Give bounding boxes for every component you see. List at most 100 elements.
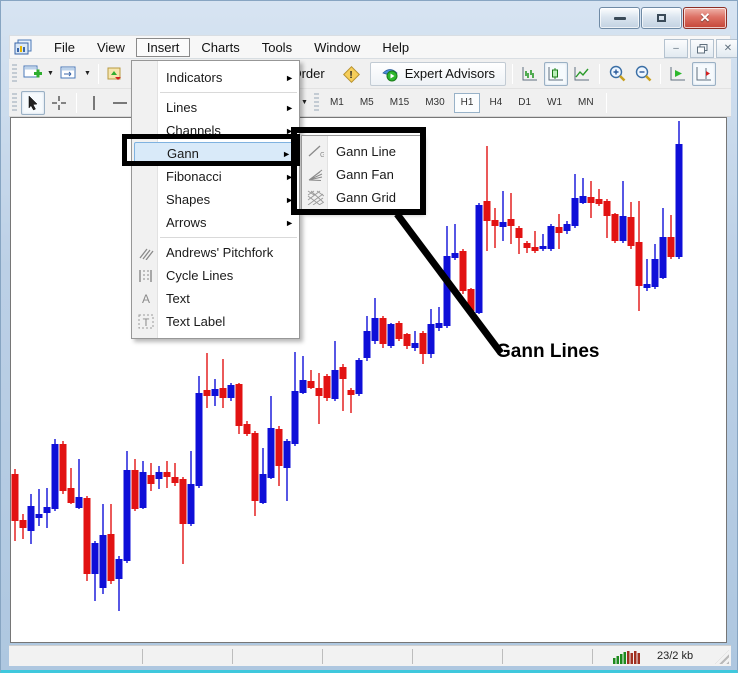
- insert-menu-item-fibonacci[interactable]: Fibonacci ►: [132, 165, 299, 188]
- candle-body: [587, 197, 595, 203]
- timeframe-w1-button[interactable]: W1: [547, 97, 563, 108]
- insert-menu-item-arrows[interactable]: Arrows ►: [132, 211, 299, 234]
- candle-body: [539, 246, 547, 249]
- symbols-icon: [107, 67, 121, 80]
- new-chart-button[interactable]: [21, 62, 45, 86]
- insert-menu-item-text-label[interactable]: T Text Label: [132, 310, 299, 333]
- status-divider: [412, 649, 413, 664]
- window-minimize-button[interactable]: [599, 7, 640, 29]
- menu-help[interactable]: Help: [382, 39, 410, 55]
- horizontal-line-tool-button[interactable]: [108, 91, 132, 115]
- candle-body: [315, 388, 323, 396]
- toolbar-grip[interactable]: [12, 92, 17, 113]
- menu-tools[interactable]: Tools: [261, 39, 293, 55]
- candle-body: [651, 259, 659, 287]
- bar-chart-button[interactable]: [518, 62, 542, 86]
- timeframe-mn-button[interactable]: MN: [578, 97, 594, 108]
- insert-menu-item-gann[interactable]: Gann ►: [134, 142, 297, 165]
- expert-advisors-icon: [382, 68, 398, 81]
- crosshair-tool-button[interactable]: [47, 91, 71, 115]
- candle-body: [27, 506, 35, 531]
- candle-body: [235, 384, 243, 426]
- candle-body: [219, 388, 227, 398]
- candle-body: [299, 380, 307, 393]
- menu-view[interactable]: View: [96, 39, 125, 55]
- zoom-in-button[interactable]: [605, 62, 629, 86]
- new-chart-dropdown[interactable]: ▼: [47, 70, 54, 77]
- toolbar-grip[interactable]: [12, 63, 17, 84]
- candle-body: [355, 360, 363, 394]
- window-close-button[interactable]: ✕: [683, 7, 727, 29]
- crosshair-icon: [52, 95, 66, 110]
- menu-item-label: Gann Fan: [336, 167, 394, 182]
- status-divider: [322, 649, 323, 664]
- alert-button[interactable]: !: [339, 62, 363, 86]
- chart-shift-button[interactable]: [692, 61, 717, 86]
- maximize-icon: [657, 14, 666, 22]
- gann-submenu-item-gann-fan[interactable]: Gann Fan: [302, 163, 421, 186]
- timeframe-h1-button[interactable]: H1: [453, 92, 481, 113]
- timeframe-h4-button[interactable]: H4: [489, 97, 503, 108]
- chart-restore-button[interactable]: [690, 39, 714, 58]
- insert-menu-item-text[interactable]: A Text: [132, 287, 299, 310]
- timeframe-m5-button[interactable]: M5: [359, 97, 374, 108]
- insert-menu-item-indicators[interactable]: Indicators ►: [132, 66, 299, 89]
- title-bar[interactable]: ✕: [1, 1, 737, 35]
- line-tools-dropdown[interactable]: ▼: [301, 99, 308, 106]
- zoom-out-button[interactable]: [631, 62, 655, 86]
- chart-minimize-button[interactable]: –: [664, 39, 688, 58]
- restore-icon: [696, 43, 707, 53]
- gann-submenu: G Gann Line Gann Fan Gann Grid: [301, 135, 422, 212]
- window-maximize-button[interactable]: [641, 7, 682, 29]
- expert-advisors-button[interactable]: Expert Advisors: [369, 61, 507, 86]
- menu-insert[interactable]: Insert: [135, 37, 191, 57]
- menu-charts[interactable]: Charts: [201, 39, 240, 55]
- candle-body: [83, 498, 91, 574]
- toolbar-grip[interactable]: [313, 92, 319, 113]
- pitchfork-icon: [136, 243, 155, 262]
- candle-body: [19, 520, 27, 528]
- status-divider: [502, 649, 503, 664]
- insert-menu-item-andrews-pitchfork[interactable]: Andrews' Pitchfork: [132, 241, 299, 264]
- menu-separator: [160, 237, 297, 238]
- mt4-logo-icon: [14, 39, 33, 56]
- cursor-tool-button[interactable]: [21, 90, 45, 115]
- profiles-dropdown[interactable]: ▼: [83, 70, 91, 77]
- gann-submenu-item-gann-grid[interactable]: Gann Grid: [302, 186, 421, 209]
- menu-icon-gutter: [132, 61, 158, 338]
- vertical-line-tool-button[interactable]: [82, 91, 106, 115]
- insert-menu-item-lines[interactable]: Lines ►: [132, 96, 299, 119]
- candlestick-chart-button[interactable]: [544, 61, 569, 86]
- candle-body: [227, 385, 235, 398]
- timeframe-m30-button[interactable]: M30: [425, 97, 445, 108]
- menu-item-label: Arrows: [166, 215, 207, 230]
- candle-body: [563, 224, 571, 231]
- gann-submenu-item-gann-line[interactable]: G Gann Line: [302, 140, 421, 163]
- candle-body: [643, 284, 651, 288]
- profiles-button[interactable]: [58, 62, 82, 86]
- svg-text:!: !: [349, 70, 352, 81]
- line-chart-button[interactable]: [570, 62, 594, 86]
- candlestick-chart[interactable]: [11, 118, 726, 642]
- timeframe-m1-button[interactable]: M1: [329, 97, 344, 108]
- insert-menu-item-shapes[interactable]: Shapes ►: [132, 188, 299, 211]
- candle-body: [43, 507, 51, 513]
- resize-grip[interactable]: [715, 650, 729, 664]
- candle-body: [459, 251, 467, 291]
- timeframe-m15-button[interactable]: M15: [389, 97, 410, 108]
- menu-file[interactable]: File: [54, 39, 75, 55]
- gann-fan-icon: [306, 165, 325, 184]
- chart-close-button[interactable]: ✕: [716, 39, 737, 58]
- candle-body: [619, 216, 627, 241]
- insert-menu-item-channels[interactable]: Channels ►: [132, 119, 299, 142]
- timeframe-d1-button[interactable]: D1: [518, 97, 532, 108]
- menu-item-label: Text: [166, 291, 190, 306]
- menu-window[interactable]: Window: [314, 39, 361, 55]
- insert-menu-item-cycle-lines[interactable]: Cycle Lines: [132, 264, 299, 287]
- menu-item-label: Fibonacci: [166, 169, 222, 184]
- candle-body: [131, 470, 139, 509]
- market-watch-button[interactable]: [104, 62, 128, 86]
- horizontal-line-icon: [113, 101, 127, 104]
- submenu-arrow-icon: ►: [285, 194, 294, 205]
- auto-scroll-button[interactable]: [666, 62, 690, 86]
